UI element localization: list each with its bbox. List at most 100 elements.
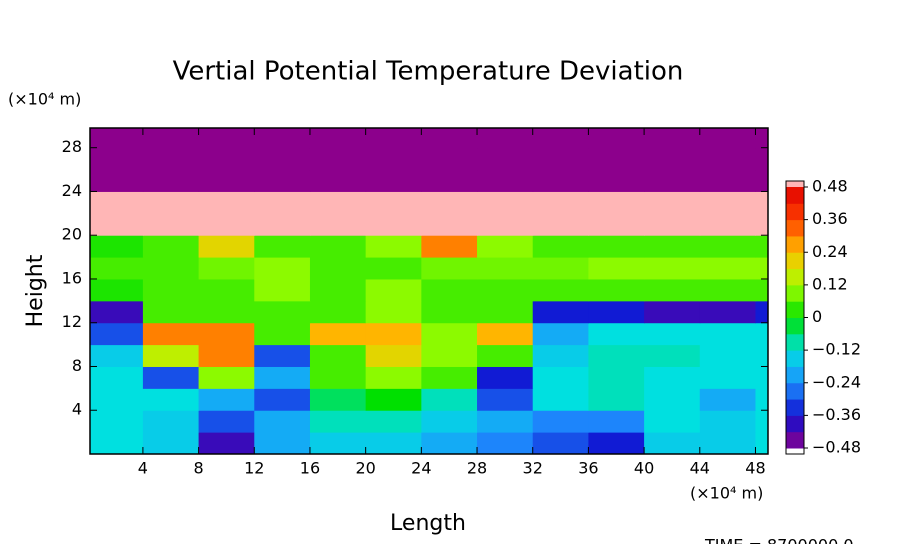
cell	[365, 366, 422, 389]
cell	[254, 300, 311, 324]
x-tick-label: 40	[634, 459, 654, 478]
cell	[198, 128, 255, 149]
colorbar-tick-label: 0.12	[812, 274, 848, 293]
colorbar-swatch	[786, 431, 804, 449]
cell	[755, 344, 768, 367]
cell	[532, 410, 589, 433]
cell	[755, 432, 768, 454]
cell	[309, 257, 367, 280]
cell	[699, 213, 756, 236]
x-tick-label: 4	[138, 459, 148, 478]
cell	[309, 213, 367, 236]
cell	[477, 235, 534, 258]
cell	[142, 344, 200, 367]
cell	[309, 169, 367, 192]
cell	[142, 257, 200, 280]
cell	[309, 388, 367, 411]
cell	[254, 322, 311, 346]
cell	[198, 278, 255, 302]
x-tick-label: 44	[690, 459, 710, 478]
cell	[644, 213, 701, 236]
colorbar-swatch	[786, 187, 804, 204]
cell	[309, 128, 367, 149]
plot-frame	[89, 127, 769, 455]
cell	[699, 388, 756, 411]
y-unit: (×10⁴ m)	[8, 90, 81, 109]
cell	[309, 300, 367, 324]
cell	[588, 278, 645, 302]
chart-title: Vertial Potential Temperature Deviation	[173, 57, 684, 87]
cell	[477, 366, 534, 389]
cell	[254, 432, 311, 454]
colorbar-swatch	[786, 219, 804, 237]
cell	[588, 410, 645, 433]
x-tick-label: 16	[300, 459, 320, 478]
colorbar-tick-label: −0.48	[812, 438, 861, 457]
cell	[588, 300, 645, 324]
cell	[90, 169, 144, 192]
cell	[588, 128, 645, 149]
cell	[309, 147, 367, 171]
cell	[254, 169, 311, 192]
x-tick-label: 48	[745, 459, 765, 478]
cell	[142, 366, 200, 389]
cell	[644, 235, 701, 258]
x-tick-label: 32	[523, 459, 543, 478]
cell	[644, 278, 701, 302]
cell	[477, 213, 534, 236]
cell	[532, 366, 589, 389]
colorbar-tick-label: 0.36	[812, 209, 848, 228]
cell	[644, 147, 701, 171]
cell	[142, 410, 200, 433]
cell	[90, 128, 144, 149]
y-tick-label: 4	[72, 400, 82, 419]
cell	[198, 147, 255, 171]
cell	[588, 169, 645, 192]
cell	[142, 278, 200, 302]
cell	[365, 191, 422, 214]
cell	[309, 235, 367, 258]
colorbar-swatch	[786, 382, 804, 400]
cell	[198, 432, 255, 454]
colorbar-swatch	[786, 268, 804, 286]
cell	[142, 128, 200, 149]
x-tick-label: 24	[411, 459, 431, 478]
cell	[477, 432, 534, 454]
x-tick-label: 8	[193, 459, 203, 478]
cell	[699, 235, 756, 258]
cell	[90, 344, 144, 367]
colorbar-swatch	[786, 333, 804, 351]
cell	[365, 128, 422, 149]
cell	[532, 432, 589, 454]
colorbar-swatch	[786, 399, 804, 416]
cell	[588, 257, 645, 280]
x-tick-label: 12	[244, 459, 264, 478]
cell	[477, 322, 534, 346]
cell	[755, 147, 768, 171]
cell	[254, 213, 311, 236]
cell	[421, 410, 478, 433]
colorbar-swatch	[786, 301, 804, 318]
cell	[755, 322, 768, 346]
cell	[477, 169, 534, 192]
y-tick-label: 8	[72, 356, 82, 375]
cell	[588, 344, 645, 367]
cell	[644, 169, 701, 192]
cell	[198, 410, 255, 433]
cell	[532, 257, 589, 280]
cell	[309, 410, 367, 433]
cell	[699, 191, 756, 214]
cell	[477, 344, 534, 367]
cell	[198, 213, 255, 236]
cell	[532, 322, 589, 346]
cell	[90, 322, 144, 346]
cell	[421, 366, 478, 389]
cell	[755, 169, 768, 192]
cell	[644, 322, 701, 346]
cell	[755, 257, 768, 280]
colorbar-swatch	[786, 252, 804, 270]
cell	[699, 344, 756, 367]
cell	[644, 432, 701, 454]
cell	[90, 191, 144, 214]
cell	[142, 191, 200, 214]
